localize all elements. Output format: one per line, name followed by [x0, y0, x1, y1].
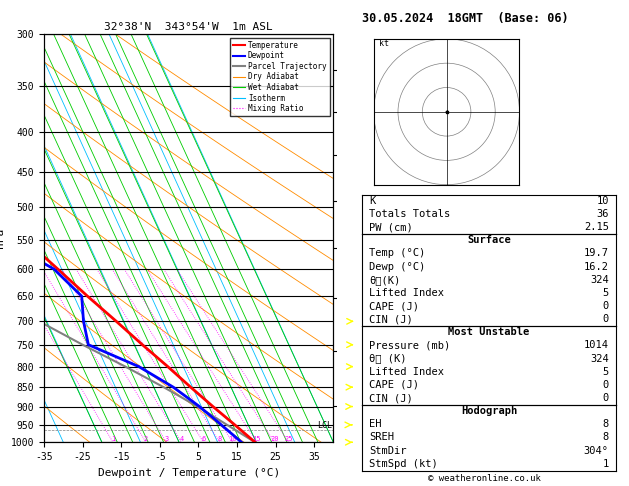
Text: Pressure (mb): Pressure (mb) [369, 341, 450, 350]
Text: 0: 0 [603, 314, 609, 324]
Text: CAPE (J): CAPE (J) [369, 380, 420, 390]
Text: 10: 10 [228, 436, 237, 442]
Text: Lifted Index: Lifted Index [369, 288, 444, 298]
Text: EH: EH [369, 419, 382, 429]
Text: 16.2: 16.2 [584, 261, 609, 272]
Text: 2: 2 [144, 436, 148, 442]
Text: 25: 25 [284, 436, 292, 442]
Text: 324: 324 [590, 354, 609, 364]
Text: 10: 10 [596, 196, 609, 206]
Text: Surface: Surface [467, 235, 511, 245]
Text: 0: 0 [603, 380, 609, 390]
Text: 5: 5 [603, 367, 609, 377]
Text: PW (cm): PW (cm) [369, 222, 413, 232]
Text: 30.05.2024  18GMT  (Base: 06): 30.05.2024 18GMT (Base: 06) [362, 12, 568, 25]
Text: θᴄ(K): θᴄ(K) [369, 275, 401, 285]
Text: 1: 1 [603, 459, 609, 469]
Text: 8: 8 [603, 419, 609, 429]
Text: © weatheronline.co.uk: © weatheronline.co.uk [428, 474, 541, 483]
Text: Totals Totals: Totals Totals [369, 209, 450, 219]
Text: StmSpd (kt): StmSpd (kt) [369, 459, 438, 469]
Text: 0: 0 [603, 393, 609, 403]
Text: Lifted Index: Lifted Index [369, 367, 444, 377]
Text: 19.7: 19.7 [584, 248, 609, 259]
Legend: Temperature, Dewpoint, Parcel Trajectory, Dry Adiabat, Wet Adiabat, Isotherm, Mi: Temperature, Dewpoint, Parcel Trajectory… [230, 38, 330, 116]
Text: Temp (°C): Temp (°C) [369, 248, 426, 259]
Text: StmDir: StmDir [369, 446, 407, 455]
Text: 324: 324 [590, 275, 609, 285]
Text: 1: 1 [111, 436, 115, 442]
Text: 15: 15 [252, 436, 261, 442]
Text: CIN (J): CIN (J) [369, 314, 413, 324]
Text: 20: 20 [270, 436, 279, 442]
Text: Dewp (°C): Dewp (°C) [369, 261, 426, 272]
Text: 2.15: 2.15 [584, 222, 609, 232]
Text: 8: 8 [603, 433, 609, 442]
Text: 304°: 304° [584, 446, 609, 455]
Text: LCL: LCL [317, 421, 332, 430]
Text: CIN (J): CIN (J) [369, 393, 413, 403]
Text: 36: 36 [596, 209, 609, 219]
Text: 8: 8 [218, 436, 222, 442]
Text: K: K [369, 196, 376, 206]
Text: kt: kt [379, 39, 389, 48]
Y-axis label: km
ASL: km ASL [357, 238, 374, 260]
X-axis label: Dewpoint / Temperature (°C): Dewpoint / Temperature (°C) [97, 468, 280, 478]
Title: 32°38'N  343°54'W  1m ASL: 32°38'N 343°54'W 1m ASL [104, 22, 273, 32]
Text: 0: 0 [603, 301, 609, 311]
Text: SREH: SREH [369, 433, 394, 442]
Text: Hodograph: Hodograph [461, 406, 517, 416]
Text: 4: 4 [179, 436, 184, 442]
Text: 1014: 1014 [584, 341, 609, 350]
Text: 3: 3 [164, 436, 169, 442]
Text: θᴄ (K): θᴄ (K) [369, 354, 407, 364]
Y-axis label: hPa: hPa [0, 228, 5, 248]
Text: Most Unstable: Most Unstable [448, 328, 530, 337]
Text: CAPE (J): CAPE (J) [369, 301, 420, 311]
Text: 5: 5 [603, 288, 609, 298]
Text: 6: 6 [201, 436, 206, 442]
